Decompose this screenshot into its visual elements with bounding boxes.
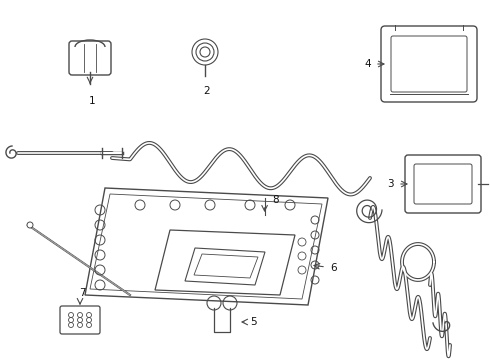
Text: 7: 7 [79, 288, 85, 298]
Text: 5: 5 [250, 317, 257, 327]
Text: 6: 6 [330, 263, 337, 273]
Circle shape [27, 222, 33, 228]
Text: 8: 8 [272, 195, 279, 205]
Text: 1: 1 [89, 96, 96, 106]
Text: 3: 3 [388, 179, 394, 189]
Text: 2: 2 [204, 86, 210, 96]
Text: 4: 4 [365, 59, 371, 69]
